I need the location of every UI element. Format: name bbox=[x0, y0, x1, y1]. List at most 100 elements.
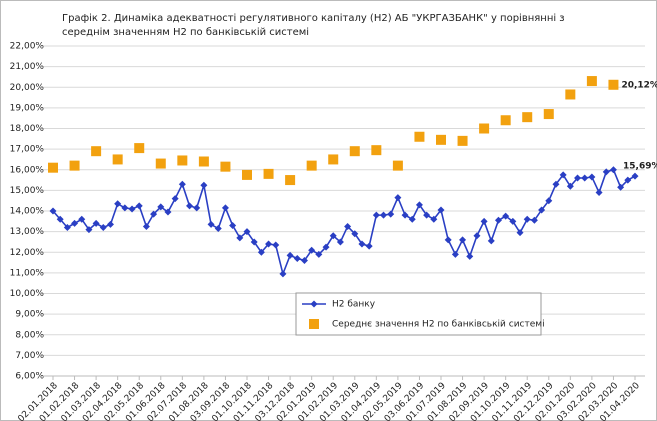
data-point bbox=[265, 240, 273, 248]
data-point bbox=[221, 204, 229, 212]
data-point bbox=[394, 194, 402, 202]
series-line bbox=[52, 168, 636, 277]
data-point bbox=[250, 238, 258, 246]
data-point bbox=[135, 202, 143, 210]
data-point bbox=[595, 188, 603, 196]
data-point bbox=[423, 211, 431, 219]
data-point bbox=[588, 173, 596, 181]
legend-box bbox=[295, 292, 542, 336]
data-point bbox=[415, 201, 423, 209]
data-point bbox=[272, 241, 280, 249]
data-point bbox=[574, 174, 582, 182]
data-point bbox=[480, 217, 488, 225]
data-point bbox=[198, 156, 209, 167]
data-point bbox=[365, 242, 373, 250]
y-tick-label: 8,00% bbox=[15, 330, 44, 340]
data-point bbox=[552, 180, 560, 188]
data-point bbox=[229, 221, 237, 229]
y-tick-label: 19,00% bbox=[10, 103, 45, 113]
legend-marker bbox=[309, 319, 319, 329]
data-point bbox=[608, 79, 619, 90]
legend-label: Середнє значення Н2 по банківській систе… bbox=[332, 320, 545, 330]
y-tick-label: 11,00% bbox=[10, 268, 45, 278]
data-point bbox=[543, 109, 554, 120]
y-tick-label: 12,00% bbox=[10, 248, 45, 258]
y-tick-label: 9,00% bbox=[15, 310, 44, 320]
y-tick-label: 10,00% bbox=[10, 289, 45, 299]
y-tick-label: 7,00% bbox=[15, 351, 44, 361]
data-point bbox=[236, 234, 244, 242]
y-tick-label: 22,00% bbox=[10, 42, 45, 52]
data-point bbox=[134, 143, 145, 154]
legend-label: Н2 банку bbox=[332, 300, 376, 310]
data-point bbox=[487, 237, 495, 245]
data-point bbox=[444, 236, 452, 244]
data-point bbox=[581, 174, 589, 182]
data-point bbox=[631, 172, 639, 180]
data-point bbox=[306, 160, 317, 171]
data-point bbox=[322, 243, 330, 251]
data-point bbox=[78, 215, 86, 223]
data-point bbox=[516, 229, 524, 237]
data-point bbox=[99, 224, 107, 231]
data-point bbox=[49, 207, 57, 215]
data-point bbox=[200, 181, 208, 189]
data-point bbox=[263, 168, 274, 179]
data-point bbox=[392, 160, 403, 171]
data-point bbox=[114, 200, 122, 208]
data-point bbox=[242, 169, 252, 180]
data-point bbox=[150, 210, 158, 218]
data-point bbox=[523, 215, 531, 223]
data-point bbox=[530, 216, 538, 224]
data-point bbox=[371, 145, 382, 156]
data-point bbox=[121, 204, 129, 212]
data-point bbox=[408, 215, 416, 223]
data-point bbox=[617, 183, 625, 191]
data-point bbox=[171, 195, 179, 203]
data-point bbox=[177, 155, 188, 166]
data-point bbox=[437, 206, 445, 214]
data-point bbox=[308, 246, 316, 254]
data-point bbox=[473, 232, 481, 240]
y-tick-label: 17,00% bbox=[10, 145, 45, 155]
data-point bbox=[344, 222, 352, 230]
data-point bbox=[414, 131, 425, 142]
y-tick-label: 18,00% bbox=[10, 124, 45, 134]
data-point bbox=[380, 211, 388, 219]
y-tick-label: 6,00% bbox=[15, 372, 44, 382]
data-point bbox=[106, 220, 114, 228]
data-point bbox=[220, 161, 231, 172]
data-point bbox=[193, 204, 201, 212]
data-point bbox=[85, 226, 93, 234]
data-point bbox=[349, 146, 360, 157]
data-point bbox=[459, 236, 467, 244]
data-point bbox=[207, 220, 215, 228]
data-point bbox=[56, 215, 64, 223]
data-point bbox=[436, 134, 446, 145]
data-point bbox=[91, 146, 102, 157]
data-point bbox=[559, 171, 567, 179]
data-point bbox=[155, 158, 166, 169]
data-point bbox=[279, 270, 287, 278]
data-point bbox=[328, 154, 339, 165]
data-point bbox=[545, 197, 553, 205]
y-tick-label: 20,00% bbox=[10, 83, 45, 93]
data-point bbox=[538, 206, 546, 214]
legend-marker bbox=[310, 300, 318, 308]
y-tick-label: 15,00% bbox=[10, 186, 45, 196]
data-point bbox=[565, 89, 576, 100]
data-point bbox=[457, 135, 468, 146]
data-point bbox=[329, 232, 337, 240]
data-point bbox=[142, 222, 150, 230]
data-point bbox=[451, 250, 459, 258]
data-point bbox=[315, 250, 323, 258]
data-point bbox=[479, 123, 490, 134]
data-point bbox=[358, 240, 366, 248]
data-point bbox=[566, 182, 574, 190]
data-point bbox=[624, 176, 632, 184]
data-point bbox=[500, 115, 511, 126]
data-point bbox=[48, 162, 58, 173]
data-point bbox=[69, 160, 80, 171]
data-point bbox=[63, 224, 71, 231]
